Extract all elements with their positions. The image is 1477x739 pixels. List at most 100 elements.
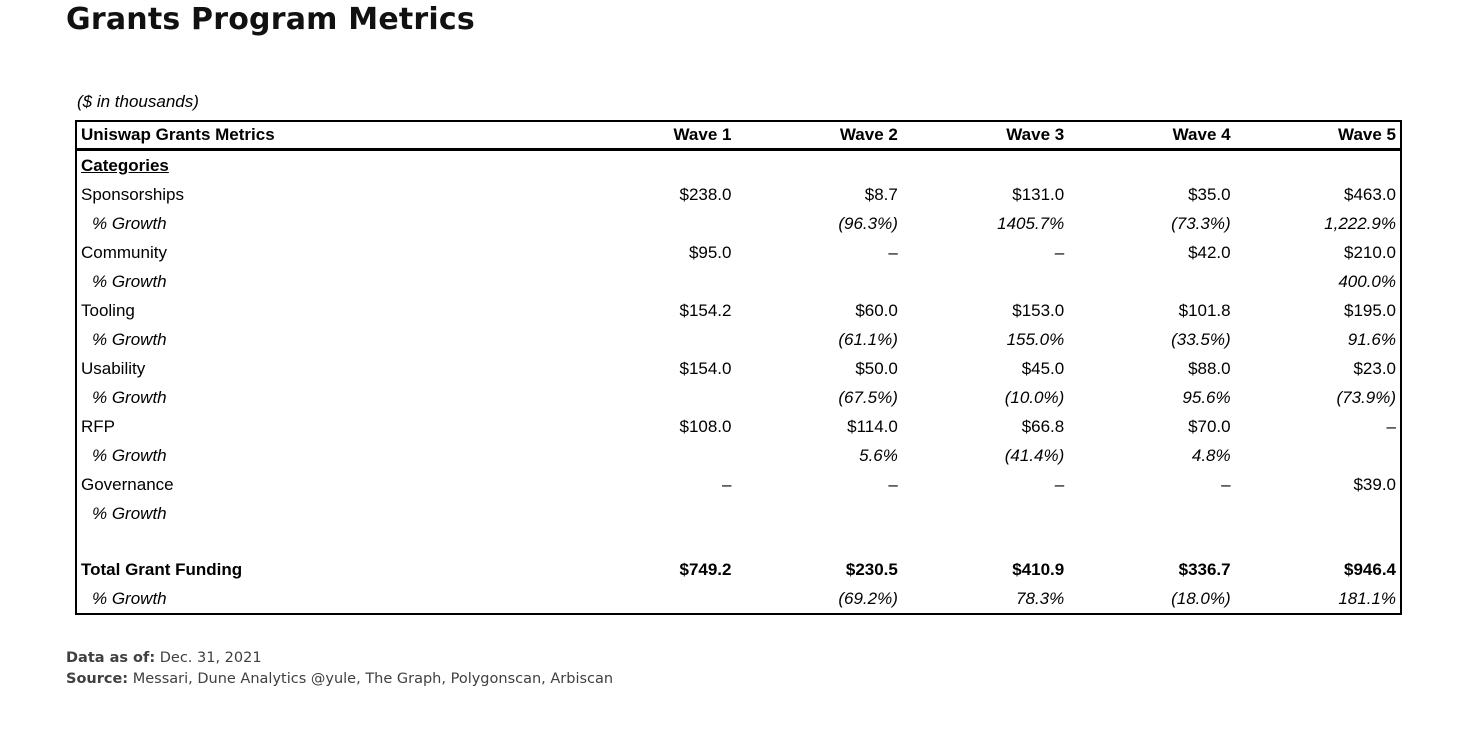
value-cell bbox=[569, 383, 735, 412]
value-cell: – bbox=[888, 474, 898, 494]
table-title-header: Uniswap Grants Metrics bbox=[76, 121, 570, 151]
grants-metrics-table: Uniswap Grants Metrics Wave 1 Wave 2 Wav… bbox=[75, 120, 1402, 615]
value-cell bbox=[735, 150, 901, 181]
value-cell: $101.8 bbox=[1178, 300, 1231, 320]
value-cell bbox=[902, 528, 1068, 555]
value-cell bbox=[1068, 267, 1234, 296]
value-cell: 5.6% bbox=[859, 445, 898, 465]
value-cell: $195.0 bbox=[1344, 300, 1396, 320]
value-cell: – bbox=[1054, 474, 1065, 494]
row-label: % Growth bbox=[92, 329, 167, 349]
value-cell bbox=[1235, 150, 1401, 181]
value-cell: $45.0 bbox=[1021, 358, 1065, 378]
value-cell: 78.3% bbox=[1016, 588, 1065, 608]
table-row: Total Grant Funding $749.2 $230.5 $410.9 $33… bbox=[76, 555, 1401, 584]
value-cell: $8.7 bbox=[864, 184, 898, 204]
value-cell: $336.7 bbox=[1178, 559, 1231, 579]
value-cell: $946.4 bbox=[1344, 559, 1396, 579]
value-cell: $410.9 bbox=[1012, 559, 1065, 579]
value-cell bbox=[569, 325, 735, 354]
value-cell: $50.0 bbox=[855, 358, 898, 378]
value-cell bbox=[1068, 499, 1234, 528]
value-cell: 91.6% bbox=[1347, 329, 1396, 349]
table-row: % Growth 5.6% (41.4%) 4.8% bbox=[76, 441, 1401, 470]
data-as-of-line: Data as of: Dec. 31, 2021 bbox=[66, 648, 613, 669]
data-as-of-value: Dec. 31, 2021 bbox=[159, 650, 262, 666]
value-cell: $88.0 bbox=[1188, 358, 1231, 378]
value-cell: $131.0 bbox=[1012, 184, 1065, 204]
table-row: Governance – – – – $39.0 bbox=[76, 470, 1401, 499]
value-cell: 155.0% bbox=[1006, 329, 1065, 349]
value-cell bbox=[1068, 528, 1234, 555]
table-row: Categories bbox=[76, 150, 1401, 181]
table-row: % Growth (96.3%) 1405.7% (73.3%) 1,222.9% bbox=[76, 209, 1401, 238]
value-cell: (73.3%) bbox=[1171, 213, 1231, 233]
data-as-of-label: Data as of: bbox=[66, 650, 156, 666]
value-cell: – bbox=[722, 474, 732, 494]
value-cell: (61.1%) bbox=[838, 329, 898, 349]
table-row: Usability $154.0 $50.0 $45.0 $88.0 $23.0 bbox=[76, 354, 1401, 383]
table-row: RFP $108.0 $114.0 $66.8 $70.0 – bbox=[76, 412, 1401, 441]
table-body: Categories Sponsorships $238.0 $8.7 $131.0 $3… bbox=[76, 150, 1401, 615]
value-cell bbox=[1068, 150, 1234, 181]
table-row: % Growth (61.1%) 155.0% (33.5%) 91.6% bbox=[76, 325, 1401, 354]
value-cell: $42.0 bbox=[1188, 242, 1231, 262]
column-header-wave-2: Wave 2 bbox=[735, 121, 902, 151]
value-cell: – bbox=[1054, 242, 1065, 262]
value-cell: $154.0 bbox=[679, 358, 732, 378]
value-cell bbox=[902, 267, 1068, 296]
value-cell bbox=[902, 150, 1068, 181]
row-label: % Growth bbox=[92, 588, 167, 608]
value-cell: (18.0%) bbox=[1171, 588, 1231, 608]
source-value: Messari, Dune Analytics @yule, The Graph… bbox=[132, 671, 614, 687]
row-label: Categories bbox=[81, 155, 169, 175]
value-cell: $230.5 bbox=[845, 559, 898, 579]
row-label: % Growth bbox=[92, 271, 167, 291]
table-row bbox=[76, 528, 1401, 555]
table-row: Tooling $154.2 $60.0 $153.0 $101.8 $195.0 bbox=[76, 296, 1401, 325]
row-label: Total Grant Funding bbox=[81, 559, 243, 579]
row-label: RFP bbox=[81, 416, 115, 436]
value-cell: 4.8% bbox=[1191, 445, 1231, 465]
value-cell: (41.4%) bbox=[1004, 445, 1065, 465]
value-cell: $35.0 bbox=[1188, 184, 1231, 204]
value-cell bbox=[569, 499, 735, 528]
value-cell: $210.0 bbox=[1344, 242, 1396, 262]
row-label: Sponsorships bbox=[81, 184, 185, 204]
value-cell bbox=[735, 267, 901, 296]
value-cell bbox=[1235, 499, 1401, 528]
column-header-wave-1: Wave 1 bbox=[569, 121, 736, 151]
value-cell: $39.0 bbox=[1353, 474, 1396, 494]
row-label bbox=[76, 528, 569, 555]
column-header-wave-3: Wave 3 bbox=[901, 121, 1069, 151]
value-cell bbox=[1235, 441, 1401, 470]
value-cell bbox=[902, 499, 1068, 528]
table-row: Community $95.0 – – $42.0 $210.0 bbox=[76, 238, 1401, 267]
value-cell: – bbox=[888, 242, 898, 262]
value-cell: $108.0 bbox=[679, 416, 732, 436]
value-cell: $66.8 bbox=[1021, 416, 1065, 436]
value-cell: $154.2 bbox=[679, 300, 732, 320]
value-cell: 400.0% bbox=[1338, 271, 1396, 291]
value-cell: (33.5%) bbox=[1171, 329, 1231, 349]
value-cell: $60.0 bbox=[855, 300, 898, 320]
value-cell bbox=[569, 150, 735, 181]
value-cell: 1405.7% bbox=[997, 213, 1065, 233]
value-cell: (10.0%) bbox=[1004, 387, 1065, 407]
value-cell: $95.0 bbox=[688, 242, 732, 262]
value-cell bbox=[569, 267, 735, 296]
table-row: % Growth 400.0% bbox=[76, 267, 1401, 296]
table-row: Sponsorships $238.0 $8.7 $131.0 $35.0 $463.0 bbox=[76, 180, 1401, 209]
value-cell: 181.1% bbox=[1338, 588, 1396, 608]
value-cell bbox=[569, 528, 735, 555]
value-cell: $463.0 bbox=[1344, 184, 1396, 204]
value-cell: $70.0 bbox=[1188, 416, 1231, 436]
value-cell: $114.0 bbox=[847, 416, 898, 436]
table-row: % Growth (67.5%) (10.0%) 95.6% (73.9%) bbox=[76, 383, 1401, 412]
value-cell: (96.3%) bbox=[838, 213, 898, 233]
row-label: % Growth bbox=[92, 445, 167, 465]
source-line: Source: Messari, Dune Analytics @yule, T… bbox=[66, 669, 613, 690]
table-header-row: Uniswap Grants Metrics Wave 1 Wave 2 Wav… bbox=[76, 121, 1401, 151]
row-label: % Growth bbox=[92, 213, 167, 233]
